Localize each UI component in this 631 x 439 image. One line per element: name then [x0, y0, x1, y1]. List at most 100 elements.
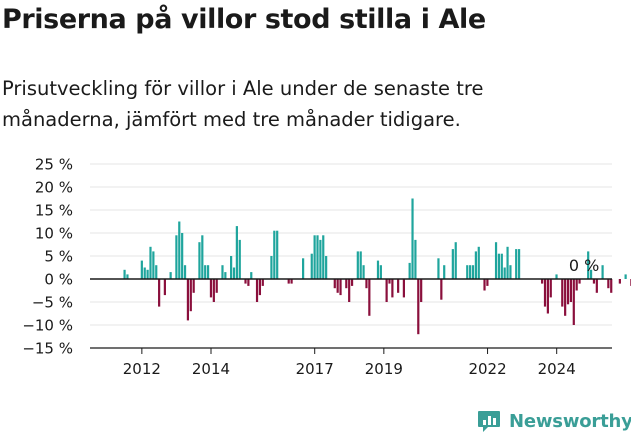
bar [561, 279, 564, 307]
y-tick-label: −5 % [32, 294, 73, 312]
bar [477, 246, 480, 279]
bar [610, 279, 613, 293]
bar [204, 265, 207, 279]
bar [345, 279, 348, 289]
bar [276, 230, 279, 279]
y-tick-label: 25 % [35, 156, 73, 174]
bar [186, 279, 190, 321]
bar [618, 279, 621, 284]
axes [90, 278, 612, 349]
bars [123, 198, 631, 335]
brand-name: Newsworthy [509, 410, 631, 432]
bar [287, 279, 290, 284]
bar [587, 251, 590, 279]
x-tick-label: 2022 [468, 360, 506, 378]
brand-logo: Newsworthy [476, 407, 631, 435]
bar [500, 253, 503, 279]
bar [258, 279, 262, 296]
bar [388, 279, 391, 284]
bar [169, 272, 172, 279]
bar [474, 251, 477, 279]
bar [201, 235, 204, 279]
x-tick-label: 2017 [296, 360, 334, 378]
bar [569, 279, 573, 302]
bar [270, 256, 273, 279]
bar [601, 265, 604, 279]
grid-lines [90, 163, 612, 349]
bar [255, 279, 259, 302]
price-change-bar-chart: 25 % 20 % 15 % 10 % 5 % 0 % −5 % −10 % −15 % 201… [22, 156, 631, 378]
bar [290, 279, 293, 284]
chart-subtitle: Prisutveckling för villor i Ale under de… [2, 77, 484, 131]
y-tick-label: −10 % [22, 317, 73, 335]
bar [333, 279, 336, 289]
bar [198, 242, 201, 279]
y-axis-tick-labels: 25 % 20 % 15 % 10 % 5 % 0 % −5 % −10 % −15 % [22, 156, 73, 358]
bar [359, 251, 362, 279]
bar [348, 279, 351, 302]
bar [385, 279, 388, 302]
bar [146, 269, 149, 279]
bar [408, 262, 411, 279]
bar [175, 235, 178, 279]
bar [230, 256, 233, 279]
y-tick-label: 20 % [35, 179, 73, 197]
bar [316, 235, 319, 279]
bar [368, 279, 371, 316]
bar [181, 233, 184, 279]
bar [183, 265, 187, 279]
bar [155, 265, 158, 279]
bar [515, 249, 518, 279]
bar [414, 239, 417, 279]
bar [411, 198, 414, 279]
bar [224, 272, 227, 279]
x-tick-label: 2019 [365, 360, 403, 378]
bar [402, 279, 405, 298]
bar [503, 267, 506, 279]
bar [466, 265, 469, 279]
x-tick-label: 2024 [538, 360, 576, 378]
x-axis-ticks: 2012 2014 2017 2019 2022 2024 [123, 348, 576, 378]
bar-chart-logo-icon [478, 411, 500, 432]
bar [250, 272, 253, 279]
bar [541, 279, 544, 284]
y-tick-label: 15 % [35, 202, 73, 220]
bar [310, 253, 313, 279]
bar [497, 253, 501, 279]
bar [494, 242, 498, 279]
bar [221, 265, 224, 279]
bar [517, 249, 521, 279]
bar [247, 279, 250, 286]
bar [624, 274, 627, 279]
bar [564, 279, 567, 316]
bar [595, 279, 598, 293]
bar [509, 265, 512, 279]
bar [376, 260, 380, 279]
bar [143, 267, 146, 279]
bar [244, 279, 247, 284]
x-tick-label: 2014 [192, 360, 230, 378]
bar [325, 256, 328, 279]
bar [356, 251, 359, 279]
bar [339, 279, 342, 296]
bar [437, 258, 440, 279]
bar [572, 279, 575, 325]
chart-title: Priserna på villor stod stilla i Ale [2, 4, 486, 35]
bar [140, 260, 143, 279]
bar [454, 242, 457, 279]
bar [417, 279, 420, 335]
bar [322, 235, 325, 279]
bar [206, 265, 210, 279]
bar [209, 279, 213, 298]
y-tick-label: 10 % [35, 225, 73, 243]
bar [549, 279, 552, 298]
y-tick-label: 5 % [44, 248, 73, 266]
bar [555, 274, 558, 279]
latest-value-annotation: 0 % [569, 256, 599, 275]
bar [543, 279, 547, 307]
bar [379, 265, 382, 279]
bar [235, 226, 238, 279]
bar [123, 269, 126, 279]
bar [506, 246, 509, 279]
bar [313, 235, 316, 279]
